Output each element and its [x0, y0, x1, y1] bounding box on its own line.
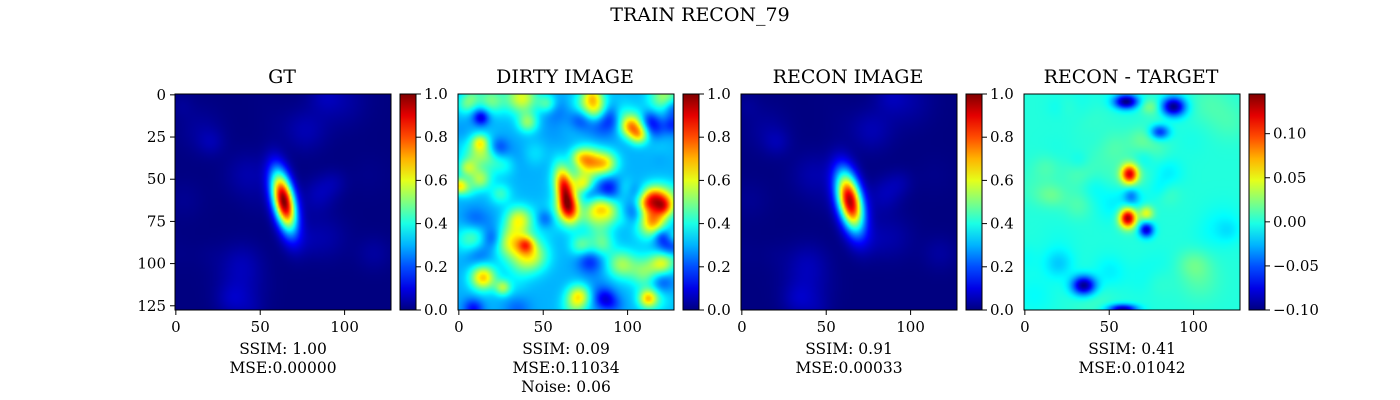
- panel-0: 0 50 100 0 25 50 75 100 125 0.0 0.2 0.4 0.6 0.8 1.0: [137, 85, 448, 336]
- x-tick-label: 100: [613, 318, 642, 336]
- caption-mse: MSE:0.00033: [795, 359, 903, 377]
- caption-noise: Noise: 0.06: [521, 378, 611, 396]
- panel-title-gt: GT: [268, 66, 296, 88]
- x-tick-label: 50: [1100, 318, 1119, 336]
- colorbar-tick-label: 0.05: [1273, 169, 1306, 187]
- colorbar: [399, 93, 417, 311]
- colorbar-tick-label: 0.2: [424, 258, 448, 276]
- colorbar: [682, 93, 700, 311]
- colorbar-tick-label: 0.10: [1273, 125, 1306, 143]
- axes-frame: [740, 93, 958, 311]
- colorbar-tick-label: 0.0: [990, 301, 1014, 319]
- colorbar-tick-label: 0.8: [424, 128, 448, 146]
- colorbar-tick-label: 0.2: [707, 258, 731, 276]
- colorbar-tick-label: 0.00: [1273, 213, 1306, 231]
- heatmap-image: [741, 94, 957, 310]
- caption-ssim: SSIM: 1.00: [239, 340, 327, 358]
- panel-title-dirty: DIRTY IMAGE: [496, 66, 634, 88]
- colorbar-tick-label: 0.6: [707, 171, 731, 189]
- heatmap-image: [175, 94, 391, 310]
- caption-diff: SSIM: 0.41 MSE:0.01042: [1032, 340, 1232, 378]
- panel-1: 0 50 100 0.0 0.2 0.4 0.6 0.8 1.0: [454, 85, 731, 336]
- colorbar-tick-label: 0.0: [424, 301, 448, 319]
- x-tick-label: 50: [817, 318, 836, 336]
- y-tick-label: 50: [147, 170, 166, 188]
- axes-frame: [457, 93, 675, 311]
- caption-gt: SSIM: 1.00 MSE:0.00000: [183, 340, 383, 378]
- y-tick-label: 125: [137, 297, 166, 315]
- colorbar-tick-label: 0.4: [990, 215, 1014, 233]
- caption-ssim: SSIM: 0.91: [805, 340, 893, 358]
- y-tick-label: 0: [156, 86, 166, 104]
- caption-ssim: SSIM: 0.41: [1088, 340, 1176, 358]
- x-tick-label: 50: [534, 318, 553, 336]
- panel-title-diff: RECON - TARGET: [1043, 66, 1219, 88]
- x-tick-label: 0: [1020, 318, 1030, 336]
- caption-dirty: SSIM: 0.09 MSE:0.11034 Noise: 0.06: [466, 340, 666, 397]
- axes-frame: [174, 93, 392, 311]
- heatmap-image: [1024, 94, 1240, 310]
- colorbar-tick-label: 0.6: [424, 171, 448, 189]
- x-tick-label: 100: [1179, 318, 1208, 336]
- y-tick-label: 75: [147, 212, 166, 230]
- colorbar-tick-label: −0.10: [1273, 301, 1319, 319]
- colorbar-tick-label: 0.6: [990, 171, 1014, 189]
- x-tick-label: 100: [330, 318, 359, 336]
- y-tick-label: 25: [147, 128, 166, 146]
- colorbar-tick-label: 0.2: [990, 258, 1014, 276]
- x-tick-label: 100: [896, 318, 925, 336]
- axes-frame: [1023, 93, 1241, 311]
- colorbar-tick-label: 0.4: [424, 215, 448, 233]
- y-tick-label: 100: [137, 255, 166, 273]
- colorbar: [965, 93, 983, 311]
- colorbar-tick-label: 0.8: [990, 128, 1014, 146]
- x-tick-label: 50: [251, 318, 270, 336]
- colorbar-tick-label: 0.8: [707, 128, 731, 146]
- figure-title: TRAIN RECON_79: [610, 4, 790, 26]
- colorbar-tick-label: −0.05: [1273, 257, 1319, 275]
- caption-recon: SSIM: 0.91 MSE:0.00033: [749, 340, 949, 378]
- panel-3: 0 50 100 −0.10 −0.05 0.00 0.05 0.10: [1020, 93, 1319, 336]
- colorbar-tick-label: 0.0: [707, 301, 731, 319]
- colorbar-tick-label: 1.0: [424, 85, 448, 103]
- caption-mse: MSE:0.00000: [229, 359, 337, 377]
- x-tick-label: 0: [454, 318, 464, 336]
- panel-2: 0 50 100 0.0 0.2 0.4 0.6 0.8 1.0: [737, 85, 1014, 336]
- x-tick-label: 0: [171, 318, 181, 336]
- colorbar-tick-label: 1.0: [990, 85, 1014, 103]
- colorbar-tick-label: 0.4: [707, 215, 731, 233]
- caption-ssim: SSIM: 0.09: [522, 340, 610, 358]
- panel-title-recon: RECON IMAGE: [772, 66, 924, 88]
- x-tick-label: 0: [737, 318, 747, 336]
- heatmap-image: [458, 94, 674, 310]
- colorbar-tick-label: 1.0: [707, 85, 731, 103]
- colorbar: [1248, 93, 1266, 311]
- caption-mse: MSE:0.01042: [1078, 359, 1186, 377]
- caption-mse: MSE:0.11034: [512, 359, 620, 377]
